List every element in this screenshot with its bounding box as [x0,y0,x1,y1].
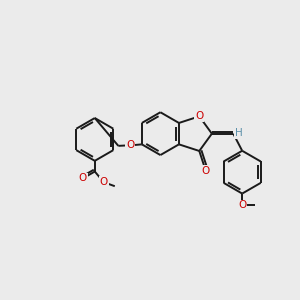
Text: O: O [195,111,203,121]
Text: O: O [238,200,246,210]
Text: H: H [235,128,242,138]
Text: O: O [126,140,134,150]
Text: O: O [100,177,108,187]
Text: O: O [79,173,87,184]
Text: O: O [202,166,210,176]
